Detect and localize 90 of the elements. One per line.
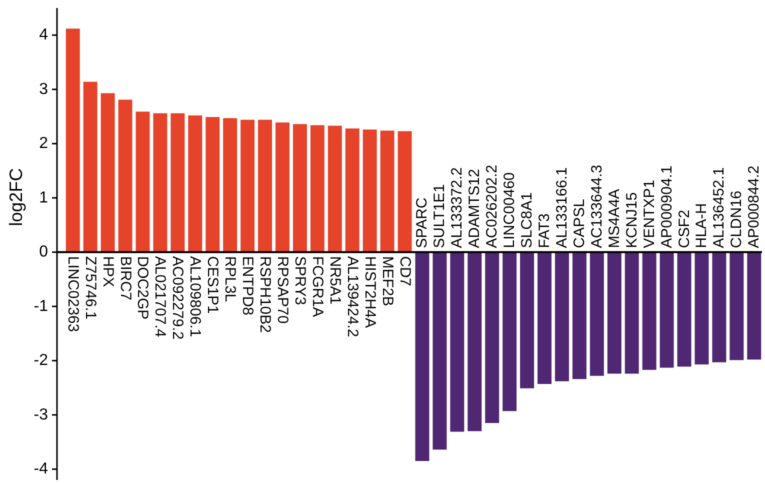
bar	[118, 100, 132, 252]
x-tick-label: HPX	[99, 256, 116, 287]
x-tick-label: DOC2GP	[134, 256, 152, 320]
y-tick-label: -3	[34, 406, 48, 424]
x-tick-label: VENTXP1	[640, 180, 658, 248]
bar	[520, 252, 534, 388]
bar	[153, 113, 168, 252]
bar	[66, 28, 80, 252]
bar	[380, 130, 394, 252]
x-tick-label: HLA-H	[693, 203, 710, 248]
bar	[292, 124, 307, 252]
bar	[275, 122, 290, 252]
x-tick-label: RSPH10B2	[256, 256, 274, 333]
x-tick-label: FAT3	[536, 213, 554, 248]
x-tick-label: RPL3L	[222, 256, 239, 302]
bar	[398, 131, 412, 252]
bar	[485, 252, 500, 424]
x-tick-label: AC133644.3	[588, 164, 606, 248]
x-tick-label: SULT1E1	[431, 184, 448, 248]
y-tick-label: -4	[34, 460, 48, 478]
y-tick-label: 4	[39, 26, 48, 44]
bar	[660, 252, 674, 368]
y-tick-label: 0	[39, 244, 48, 261]
bar	[572, 252, 586, 380]
bar	[607, 252, 622, 374]
x-tick-label: AL133372.2	[448, 167, 466, 248]
bar	[694, 252, 709, 364]
x-tick-label: CSF2	[676, 210, 693, 248]
x-tick-label: CD7	[396, 256, 414, 286]
bar	[502, 252, 517, 412]
y-tick-label: -2	[34, 352, 48, 370]
bar	[345, 128, 360, 252]
bar	[136, 112, 150, 252]
x-tick-label: LINC02363	[64, 256, 82, 332]
x-tick-label: MS4A4A	[606, 188, 623, 248]
bar	[677, 252, 692, 367]
bar	[730, 252, 744, 360]
x-tick-label: ENTPD8	[239, 256, 256, 316]
bar	[712, 252, 726, 362]
x-tick-label: AC092279.2	[169, 256, 186, 340]
bar	[170, 113, 185, 252]
x-tick-label: SLC8A1	[518, 192, 536, 248]
bar	[624, 252, 639, 374]
x-tick-label: MEF2B	[378, 256, 396, 306]
x-tick-label: AC026202.2	[484, 164, 501, 248]
bar	[100, 93, 115, 252]
x-tick-label: CLDN16	[728, 190, 746, 248]
bar	[83, 82, 98, 252]
x-tick-label: KCNJ15	[623, 192, 640, 248]
y-tick-label: -1	[34, 298, 48, 315]
x-tick-label: AL109806.1	[186, 256, 204, 338]
bar	[432, 252, 447, 450]
x-tick-label: FCGR1A	[308, 256, 326, 317]
x-tick-label: AL139424.2	[344, 256, 361, 338]
x-tick-label: HIST2H4A	[361, 256, 378, 328]
bar	[468, 252, 482, 432]
bar	[223, 118, 238, 252]
x-tick-label: AL021707.4	[152, 256, 169, 338]
bar	[240, 120, 255, 252]
y-tick-label: 2	[39, 135, 48, 152]
bar	[450, 252, 464, 432]
bar	[538, 252, 552, 384]
x-tick-label: BIRC7	[116, 256, 134, 300]
x-tick-label: AL133166.1	[553, 167, 570, 248]
x-tick-label: Z75746.1	[82, 256, 99, 320]
x-tick-label: NR5A1	[326, 256, 344, 304]
x-tick-label: SPARC	[414, 197, 431, 248]
x-tick-label: AL136452.1	[710, 167, 728, 248]
x-tick-label: RPSAP70	[274, 256, 291, 324]
bar	[747, 252, 762, 360]
bar	[258, 120, 272, 252]
x-tick-label: AP000904.1	[658, 166, 676, 248]
bar	[554, 252, 569, 382]
bar	[590, 252, 604, 376]
x-tick-label: LINC00460	[501, 172, 518, 248]
y-tick-label: 3	[39, 80, 48, 98]
bar	[310, 125, 324, 252]
bar	[206, 117, 220, 252]
x-tick-label: AP000844.2	[746, 166, 763, 248]
x-tick-label: CAPSL	[570, 198, 588, 248]
bar	[415, 252, 430, 462]
bar	[188, 115, 202, 252]
bar	[362, 130, 377, 252]
x-tick-label: CES1P1	[204, 256, 222, 314]
bar	[328, 126, 342, 252]
y-tick-label: 1	[39, 189, 48, 206]
bar	[642, 252, 656, 370]
y-axis-title: log2FC	[6, 168, 26, 226]
x-tick-label: ADAMTS12	[466, 168, 484, 248]
x-tick-label: SPRY3	[291, 256, 308, 306]
